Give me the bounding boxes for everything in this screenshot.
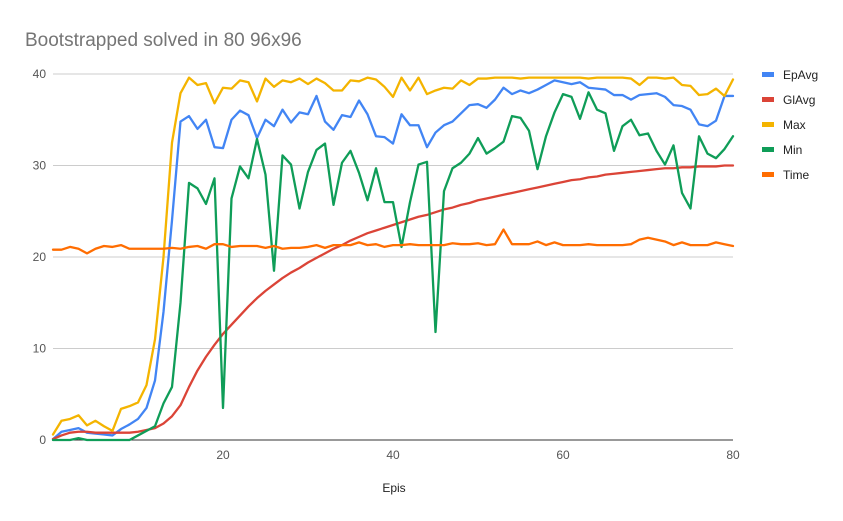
x-tick-label: 60 <box>556 448 570 462</box>
legend-swatch-time <box>762 172 774 177</box>
legend-swatch-min <box>762 147 774 152</box>
y-tick-label: 30 <box>33 159 47 173</box>
series-line-glavg <box>51 164 735 441</box>
y-tick-label: 10 <box>33 342 47 356</box>
y-tick-label: 0 <box>39 433 46 447</box>
y-axis-ticks: 0 10 20 30 40 <box>33 67 47 447</box>
series-lines <box>51 76 735 442</box>
legend-swatch-epavg <box>762 72 774 77</box>
legend-label-max: Max <box>783 118 806 132</box>
y-tick-label: 20 <box>33 250 47 264</box>
legend-swatch-max <box>762 122 774 127</box>
x-tick-label: 40 <box>386 448 400 462</box>
legend-label-epavg: EpAvg <box>783 68 818 82</box>
legend-label-glavg: GlAvg <box>783 93 815 107</box>
legend-label-time: Time <box>783 168 810 182</box>
x-tick-label: 80 <box>726 448 740 462</box>
series-line-min <box>51 91 735 442</box>
legend-label-min: Min <box>783 143 802 157</box>
x-tick-label: 20 <box>216 448 230 462</box>
series-line-time <box>51 228 735 255</box>
legend: EpAvg GlAvg Max Min Time <box>762 68 818 182</box>
chart-title: Bootstrapped solved in 80 96x96 <box>25 30 302 51</box>
series-line-max <box>51 76 735 436</box>
series-line-epavg <box>51 79 735 441</box>
x-axis-label: Epis <box>382 481 405 495</box>
gridlines <box>53 73 733 441</box>
legend-swatch-glavg <box>762 97 774 102</box>
x-axis-ticks: 20 40 60 80 <box>216 448 740 462</box>
y-tick-label: 40 <box>33 67 47 81</box>
